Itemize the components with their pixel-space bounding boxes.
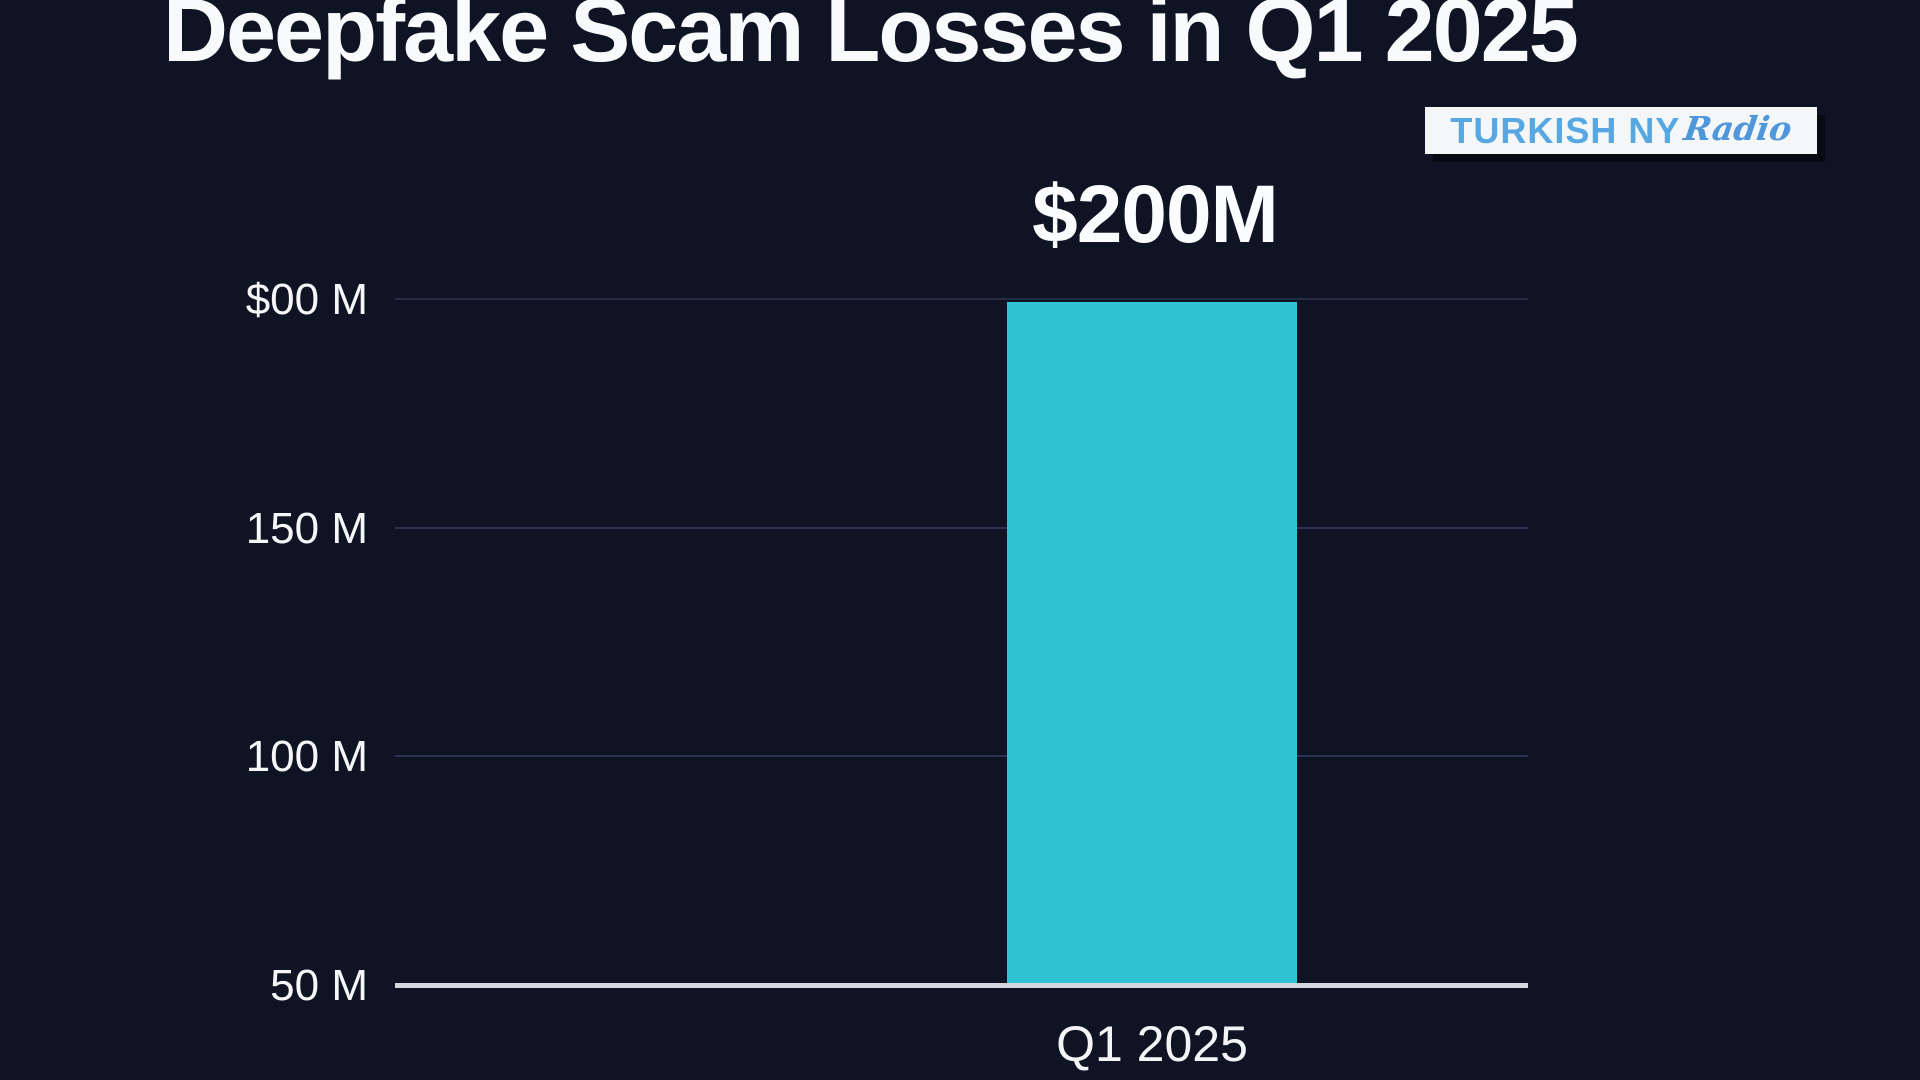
y-axis-tick-label-150m: 150 M bbox=[245, 504, 368, 553]
bar-q1-2025 bbox=[1007, 302, 1297, 985]
x-axis-category-label: Q1 2025 bbox=[1056, 1016, 1248, 1072]
y-axis-tick-label-100m: 100 M bbox=[245, 732, 368, 781]
brand-script-name: Radio bbox=[1681, 109, 1795, 148]
gridline-200m bbox=[395, 298, 1528, 300]
gridline-150m bbox=[395, 527, 1528, 529]
brand-name: TURKISH NY bbox=[1450, 109, 1681, 151]
y-axis-tick-label-200m: $00 M bbox=[245, 275, 368, 324]
y-axis-tick-label-50m: 50 M bbox=[270, 961, 368, 1010]
brand-badge: TURKISH NY Radio bbox=[1425, 107, 1817, 154]
x-axis-baseline bbox=[395, 983, 1528, 988]
chart-title: Deepfake Scam Losses in Q1 2025 bbox=[163, 0, 1579, 81]
bar-value-label: $200M bbox=[1032, 169, 1279, 260]
gridline-100m bbox=[395, 755, 1528, 757]
